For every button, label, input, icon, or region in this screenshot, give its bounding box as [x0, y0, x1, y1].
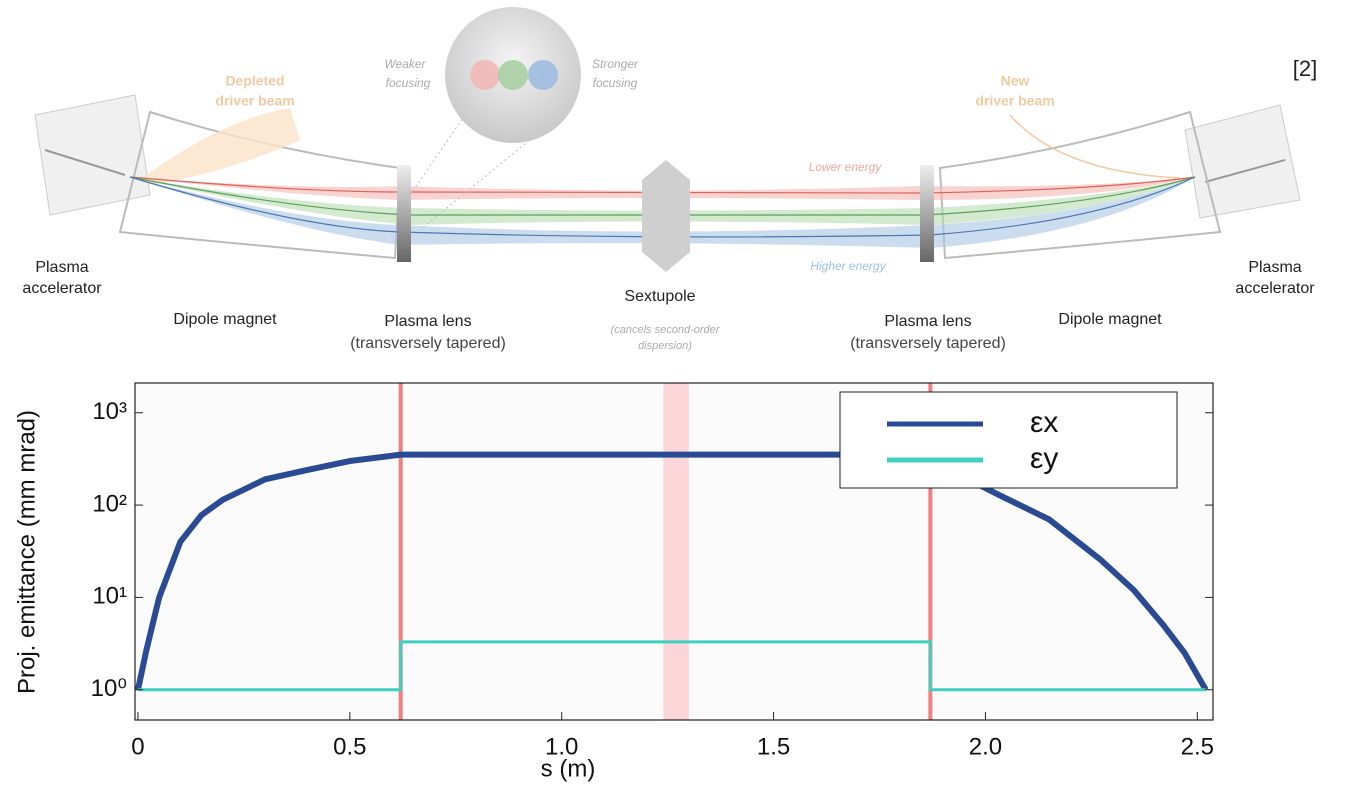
x-tick-label: 0 [131, 733, 144, 760]
plasma-lens [397, 165, 411, 262]
label: Plasma [35, 259, 88, 276]
label: focusing [593, 76, 638, 90]
accelerator-box [35, 95, 150, 215]
label: (transversely tapered) [350, 335, 506, 352]
label: New [1001, 73, 1030, 89]
label: Plasma lens [384, 313, 471, 330]
label: Stronger [592, 57, 639, 71]
label: (cancels second-order [611, 324, 721, 336]
label: accelerator [1235, 280, 1315, 297]
y-tick-label: 10² [92, 490, 127, 517]
zoom-line [410, 115, 465, 195]
diagram: Depleted driver beam Weaker focusing Str… [22, 7, 1317, 352]
label: driver beam [975, 93, 1054, 109]
x-tick-label: 2.5 [1181, 733, 1214, 760]
plasma-lens [920, 165, 934, 262]
sextupole [642, 160, 690, 272]
legend-label: εy [1030, 442, 1058, 475]
x-tick-label: 0.5 [333, 733, 366, 760]
sextupole-span [663, 383, 688, 720]
slide: Depleted driver beam Weaker focusing Str… [0, 0, 1350, 789]
driver-beam [1010, 115, 1180, 178]
label: Plasma [1248, 259, 1301, 276]
label: focusing [386, 76, 431, 90]
x-tick-label: 1.5 [757, 733, 790, 760]
label: Higher energy [810, 259, 886, 273]
driver-beam [140, 108, 300, 185]
x-tick-label: 1.0 [545, 733, 578, 760]
label: Plasma lens [884, 313, 971, 330]
label: (transversely tapered) [850, 335, 1006, 352]
label: Sextupole [624, 288, 695, 305]
y-tick-label: 10⁰ [91, 675, 127, 702]
beam-dot [470, 60, 500, 90]
beam-dot [498, 60, 528, 90]
label: dispersion) [638, 340, 692, 352]
beam-dot [528, 60, 558, 90]
label: Dipole magnet [1058, 311, 1162, 328]
chart: s (m) Proj. emittance (mm mrad) 10⁰10¹10… [13, 383, 1214, 782]
label: Lower energy [809, 160, 883, 174]
y-axis-label: Proj. emittance (mm mrad) [13, 410, 40, 694]
label: Dipole magnet [173, 311, 277, 328]
legend-box [840, 392, 1177, 488]
legend-label: εx [1030, 406, 1058, 439]
label: Weaker [384, 57, 426, 71]
label: accelerator [22, 280, 102, 297]
y-tick-label: 10³ [92, 398, 127, 425]
x-tick-label: 2.0 [969, 733, 1002, 760]
label: Depleted [225, 73, 284, 89]
citation: [2] [1293, 56, 1317, 81]
label: driver beam [215, 93, 294, 109]
y-tick-label: 10¹ [92, 583, 127, 610]
